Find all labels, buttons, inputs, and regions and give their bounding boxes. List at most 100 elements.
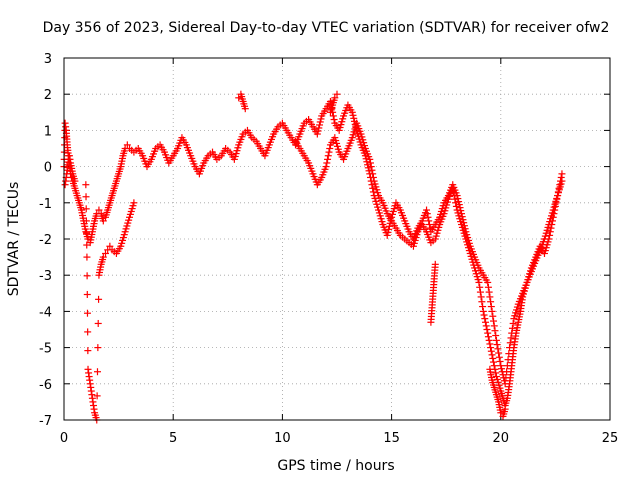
data-point [99,217,107,225]
data-point [488,307,496,315]
data-point [482,318,490,326]
data-point [506,339,514,347]
data-point [95,295,103,303]
data-point [71,177,79,185]
data-point [477,293,485,301]
data-point [492,369,500,377]
data-point [449,188,457,196]
y-tick-label: -4 [39,305,52,320]
data-point [350,114,358,122]
data-point [501,405,509,413]
data-point [385,225,393,233]
y-tick-label: 3 [44,52,52,67]
data-point [317,115,325,123]
data-point [475,278,483,286]
data-point [106,242,114,250]
data-point [241,105,249,113]
data-point [480,311,488,319]
data-point [558,170,566,178]
data-point [492,332,500,340]
data-point [326,145,334,152]
data-point [93,368,101,376]
data-point [490,322,498,330]
data-point [83,272,91,280]
data-point [476,288,484,296]
x-tick-label: 15 [383,431,400,446]
data-point [547,224,555,232]
data-point [450,192,458,200]
data-point [487,298,495,306]
data-point [425,217,433,225]
data-point [451,195,459,203]
y-tick-label: 0 [44,161,52,176]
data-point [485,336,493,344]
data-point [484,333,492,341]
data-point [487,303,495,311]
data-point [452,202,460,210]
data-point [509,319,517,327]
data-point [331,94,339,102]
data-point [495,353,503,361]
data-point [498,365,506,373]
data-point [314,127,322,135]
data-point [486,340,494,348]
data-point [483,326,491,333]
x-axis-label: GPS time / hours [277,458,394,474]
data-point [99,253,107,261]
y-tick-label: -5 [39,342,52,357]
data-point [333,90,341,98]
data-point [484,329,492,337]
data-point [383,231,391,239]
data-point [508,324,516,332]
y-tick-label: 1 [44,124,52,139]
data-point [84,347,92,355]
data-point [476,283,484,291]
data-point [493,341,501,349]
data-point [95,206,103,214]
data-point [423,206,431,214]
y-axis-label: SDTVAR / TECUs [6,182,22,297]
data-point [323,159,331,167]
data-point [478,298,486,306]
data-point [348,108,356,116]
x-tick-label: 0 [60,431,68,446]
data-point [494,345,502,353]
data-point [316,121,324,129]
data-point [495,349,503,357]
data-point [424,213,432,221]
data-point [325,148,333,156]
data-point [324,152,332,160]
chart-title: Day 356 of 2023, Sidereal Day-to-day VTE… [43,20,610,36]
data-point [369,184,377,192]
data-point [558,177,566,185]
grid-layer [64,58,610,420]
y-tick-label: -1 [39,197,52,212]
y-tick-label: 2 [44,88,52,103]
data-point [94,319,102,327]
x-tick-label: 25 [602,431,619,446]
data-point [82,193,90,201]
y-tick-label: -2 [39,233,52,248]
data-point [83,309,91,317]
data-point [488,351,496,359]
data-points [60,90,566,424]
data-point [487,344,495,352]
data-point [368,166,376,174]
data-point [491,327,499,335]
data-point [82,205,90,213]
data-point [490,317,498,325]
data-point [316,118,324,126]
data-point [82,217,90,225]
data-point [507,334,515,342]
data-point [487,347,495,355]
data-point [366,159,374,167]
data-point [84,328,92,336]
data-point [330,116,338,124]
data-point [101,249,109,257]
data-point [369,173,377,181]
data-point [431,260,439,268]
y-tick-label: -6 [39,378,52,393]
data-point [384,228,392,236]
data-point [490,358,498,366]
data-point [497,362,505,370]
